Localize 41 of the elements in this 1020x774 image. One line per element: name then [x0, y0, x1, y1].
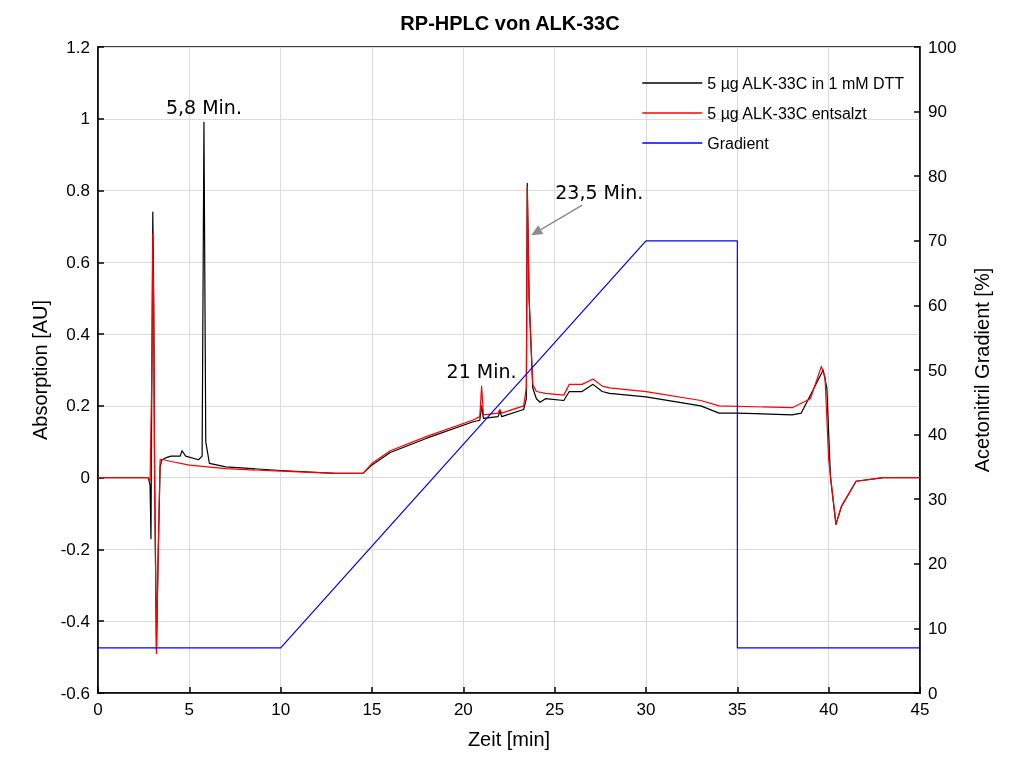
x-tick-label: 10: [271, 700, 291, 719]
y2-tick-label: 60: [928, 295, 947, 315]
y2-tick-label: 90: [928, 102, 947, 122]
y-tick-label: -0.4: [60, 611, 90, 631]
x-axis-title: Zeit [min]: [467, 728, 551, 750]
annotation: 21 Min.: [446, 359, 517, 382]
y-tick-label: 0.8: [66, 181, 90, 201]
y-tick-label: 1.2: [66, 37, 90, 57]
y2-tick-label: 10: [928, 618, 947, 638]
annotation: 5,8 Min.: [165, 95, 242, 118]
legend-label: 5 µg ALK-33C entsalzt: [707, 104, 868, 122]
y-tick-label: 0.4: [66, 324, 90, 344]
y2-tick-label: 80: [928, 166, 947, 186]
x-tick-label: 15: [362, 700, 382, 719]
y-tick-label: 0.2: [66, 396, 90, 416]
y-tick-label: 0.6: [66, 252, 90, 272]
x-tick-label: 30: [636, 700, 656, 719]
x-tick-label: 25: [545, 700, 565, 719]
x-tick-label: 20: [453, 700, 473, 719]
x-tick-label: 5: [184, 700, 195, 719]
y2-tick-label: 100: [928, 37, 957, 57]
y2-tick-label: 70: [928, 231, 947, 251]
legend-label: 5 µg ALK-33C in 1 mM DTT: [707, 74, 905, 92]
x-tick-label: 0: [93, 700, 103, 719]
x-tick-label: 45: [910, 700, 930, 719]
y2-tick-label: 40: [928, 425, 947, 445]
chart-title: RP-HPLC von ALK-33C: [400, 12, 620, 34]
y-tick-label: -0.2: [60, 539, 90, 559]
y2-tick-label: 50: [928, 360, 947, 380]
y2-tick-label: 20: [928, 554, 947, 574]
x-tick-label: 40: [819, 700, 839, 719]
y-tick-label: 1: [80, 109, 90, 129]
y-tick-label: -0.6: [60, 683, 90, 703]
annotation: 23,5 Min.: [555, 180, 644, 203]
x-tick-label: 35: [727, 700, 747, 719]
y-axis-title: Absorption [AU]: [28, 299, 51, 441]
y-tick-label: 0: [80, 468, 90, 488]
y2-tick-label: 0: [928, 683, 938, 703]
y2-axis-title: Acetonitril Gradient [%]: [971, 267, 993, 473]
legend-label: Gradient: [707, 134, 770, 152]
y2-tick-label: 30: [928, 489, 947, 509]
